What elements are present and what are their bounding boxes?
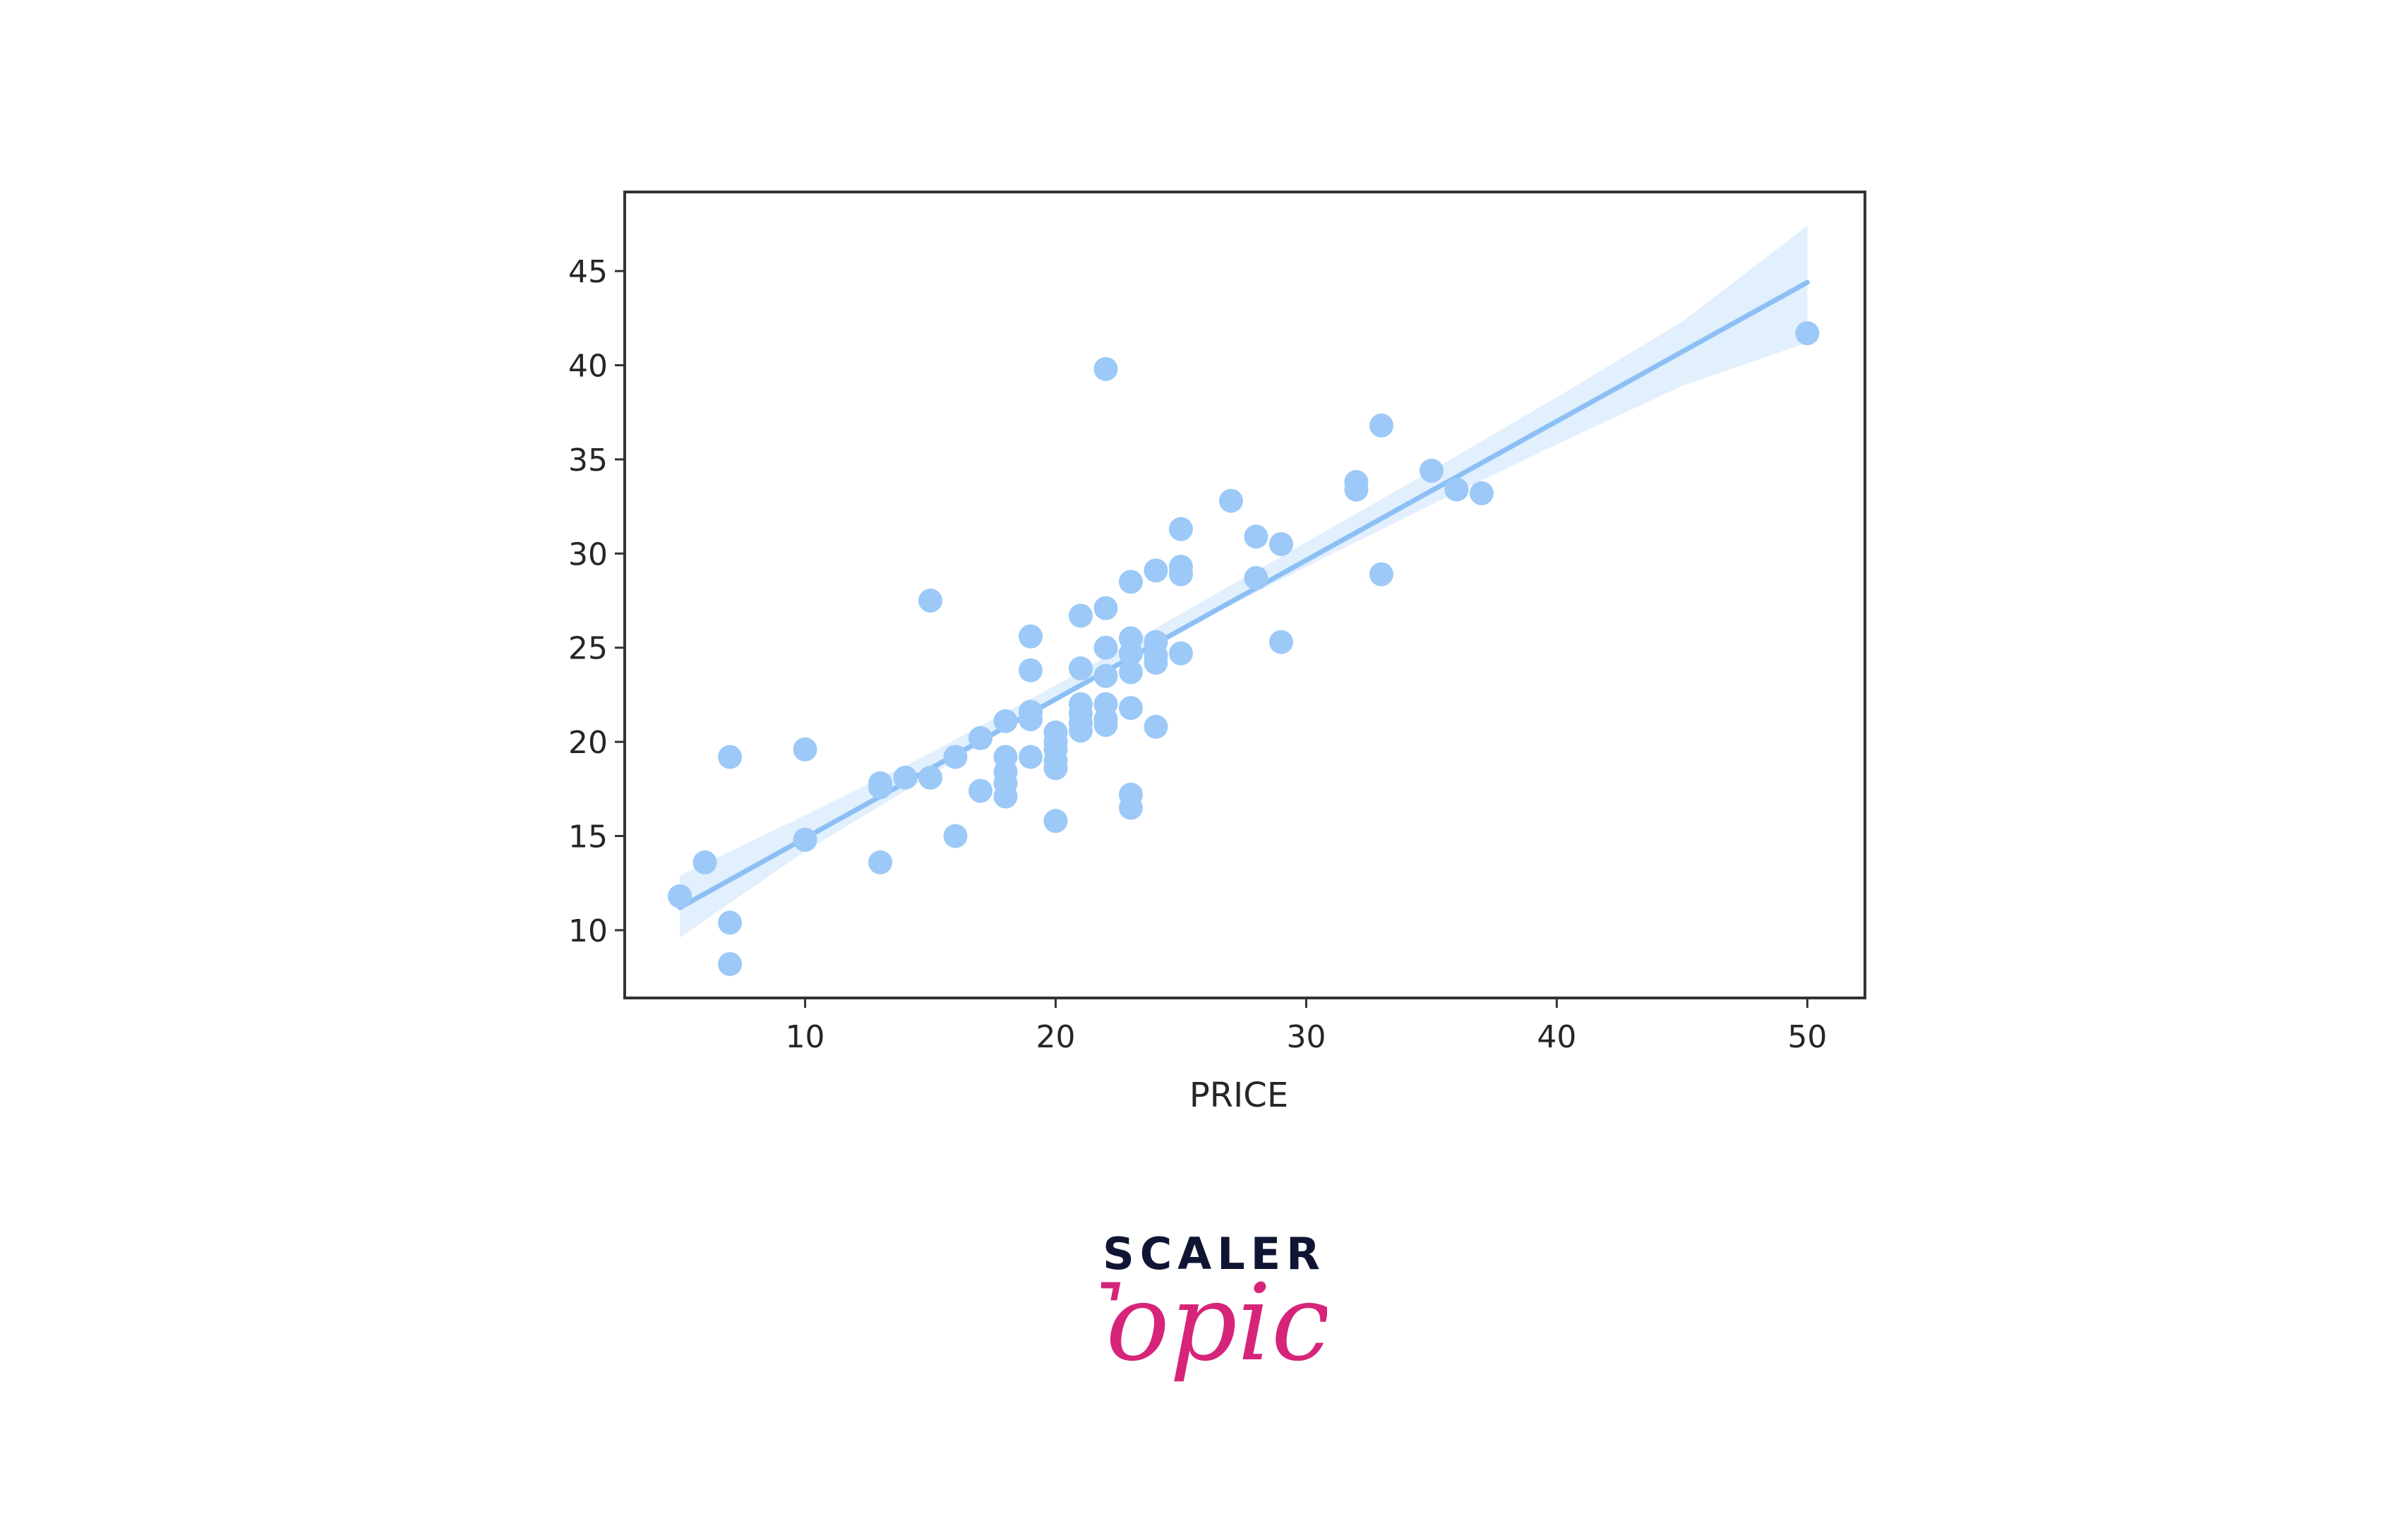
scatter-chart: 10 20 30 40 50 10 15 20 25 30 35 40 45 PRICE — [568, 191, 1866, 1115]
data-point — [1118, 570, 1143, 594]
data-point — [1019, 624, 1043, 649]
x-tick-label: 10 — [786, 1019, 825, 1055]
regression-line — [677, 279, 1810, 910]
y-tick-label: 20 — [568, 725, 608, 761]
data-point — [943, 824, 968, 848]
data-point — [1118, 660, 1143, 685]
data-point — [1244, 565, 1268, 590]
data-point — [1444, 477, 1469, 502]
data-point — [993, 784, 1018, 809]
x-tick-label: 50 — [1787, 1019, 1827, 1055]
x-axis-label: PRICE — [1189, 1076, 1288, 1115]
y-tick-label: 10 — [568, 913, 608, 949]
data-point — [1093, 635, 1118, 660]
data-point — [1369, 413, 1393, 438]
x-tick-label: 20 — [1036, 1019, 1076, 1055]
y-tick-label: 35 — [568, 443, 608, 479]
logo-topics-script: Topics — [1101, 1269, 1327, 1385]
data-point — [1369, 562, 1393, 586]
data-point — [1795, 321, 1820, 346]
data-point — [868, 771, 893, 795]
data-point — [793, 827, 817, 852]
axes-layer — [623, 191, 1866, 999]
data-point — [1144, 651, 1168, 675]
data-point — [993, 709, 1018, 733]
data-point — [1168, 517, 1193, 541]
logo-scaler-text: SCALER — [1103, 1228, 1326, 1280]
logo-topics-text: Topics — [1101, 1269, 1327, 1385]
data-point — [1344, 477, 1369, 502]
x-tick-label: 30 — [1286, 1019, 1326, 1055]
data-point — [1118, 696, 1143, 721]
y-tick-label: 30 — [568, 536, 608, 572]
data-point — [1093, 356, 1118, 381]
data-point — [1019, 658, 1043, 682]
data-point — [1043, 756, 1068, 781]
data-point — [1218, 488, 1243, 513]
data-point — [1019, 745, 1043, 769]
data-point — [1093, 663, 1118, 688]
data-points-layer — [668, 321, 1820, 976]
data-point — [1168, 641, 1193, 666]
scaler-topics-logo: SCALER Topics — [1101, 1228, 1327, 1426]
data-point — [918, 589, 943, 613]
data-point — [943, 745, 968, 769]
data-point — [1268, 630, 1293, 654]
regression-line-layer — [677, 279, 1810, 910]
data-point — [1043, 809, 1068, 834]
data-point — [1118, 795, 1143, 820]
data-point — [718, 745, 743, 769]
data-point — [1419, 458, 1444, 483]
data-point — [1019, 707, 1043, 732]
plot-frame — [623, 191, 1866, 999]
data-point — [1144, 558, 1168, 583]
data-point — [718, 910, 743, 935]
x-ticks-layer: 10 20 30 40 50 — [786, 998, 1827, 1055]
data-point — [668, 884, 692, 908]
y-tick-label: 25 — [568, 631, 608, 667]
data-point — [1069, 718, 1093, 743]
data-point — [1144, 714, 1168, 739]
confidence-band — [680, 226, 1808, 938]
data-point — [1093, 596, 1118, 620]
data-point — [1268, 531, 1293, 556]
y-tick-label: 45 — [568, 254, 608, 290]
data-point — [868, 850, 893, 874]
data-point — [692, 850, 717, 874]
data-point — [893, 765, 918, 790]
data-point — [1069, 603, 1093, 628]
data-point — [968, 726, 993, 750]
x-tick-label: 40 — [1537, 1019, 1576, 1055]
data-point — [1093, 713, 1118, 738]
data-point — [1244, 524, 1268, 549]
y-ticks-layer: 10 15 20 25 30 35 40 45 — [568, 254, 625, 949]
data-point — [718, 951, 743, 976]
data-point — [1118, 641, 1143, 666]
data-point — [1168, 562, 1193, 586]
y-tick-label: 15 — [568, 819, 608, 855]
data-point — [968, 778, 993, 803]
data-point — [1069, 656, 1093, 681]
data-point — [793, 737, 817, 762]
data-point — [1469, 481, 1494, 505]
confidence-band-layer — [680, 226, 1808, 938]
y-tick-label: 40 — [568, 348, 608, 384]
data-point — [918, 765, 943, 790]
